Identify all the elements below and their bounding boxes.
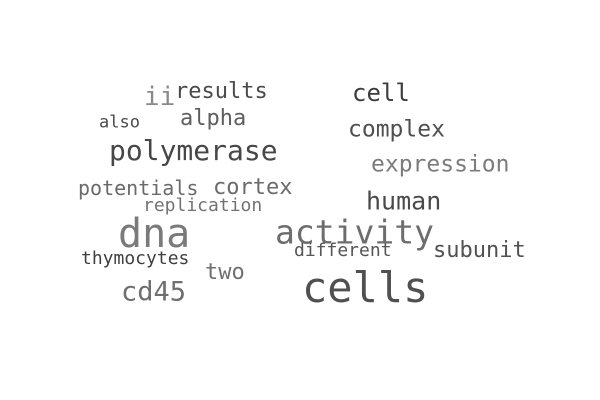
word-complex: complex: [348, 116, 445, 143]
word-cd45: cd45: [121, 276, 187, 308]
word-thymocytes: thymocytes: [81, 248, 190, 269]
word-expression: expression: [371, 151, 510, 178]
word-dna: dna: [118, 211, 191, 257]
word-subunit: subunit: [433, 238, 526, 263]
word-results: results: [175, 79, 268, 104]
word-potentials: potentials: [78, 176, 199, 200]
word-human: human: [366, 186, 442, 216]
word-different: different: [294, 240, 392, 261]
word-also: also: [99, 112, 140, 133]
word-cortex: cortex: [213, 175, 293, 200]
word-cells: cells: [302, 263, 429, 312]
word-cell: cell: [352, 79, 410, 107]
word-replication: replication: [143, 195, 263, 216]
word-ii: ii: [144, 82, 176, 112]
word-activity: activity: [275, 212, 434, 252]
word-polymerase: polymerase: [109, 134, 278, 167]
word-two: two: [205, 260, 245, 285]
word-alpha: alpha: [180, 106, 247, 131]
